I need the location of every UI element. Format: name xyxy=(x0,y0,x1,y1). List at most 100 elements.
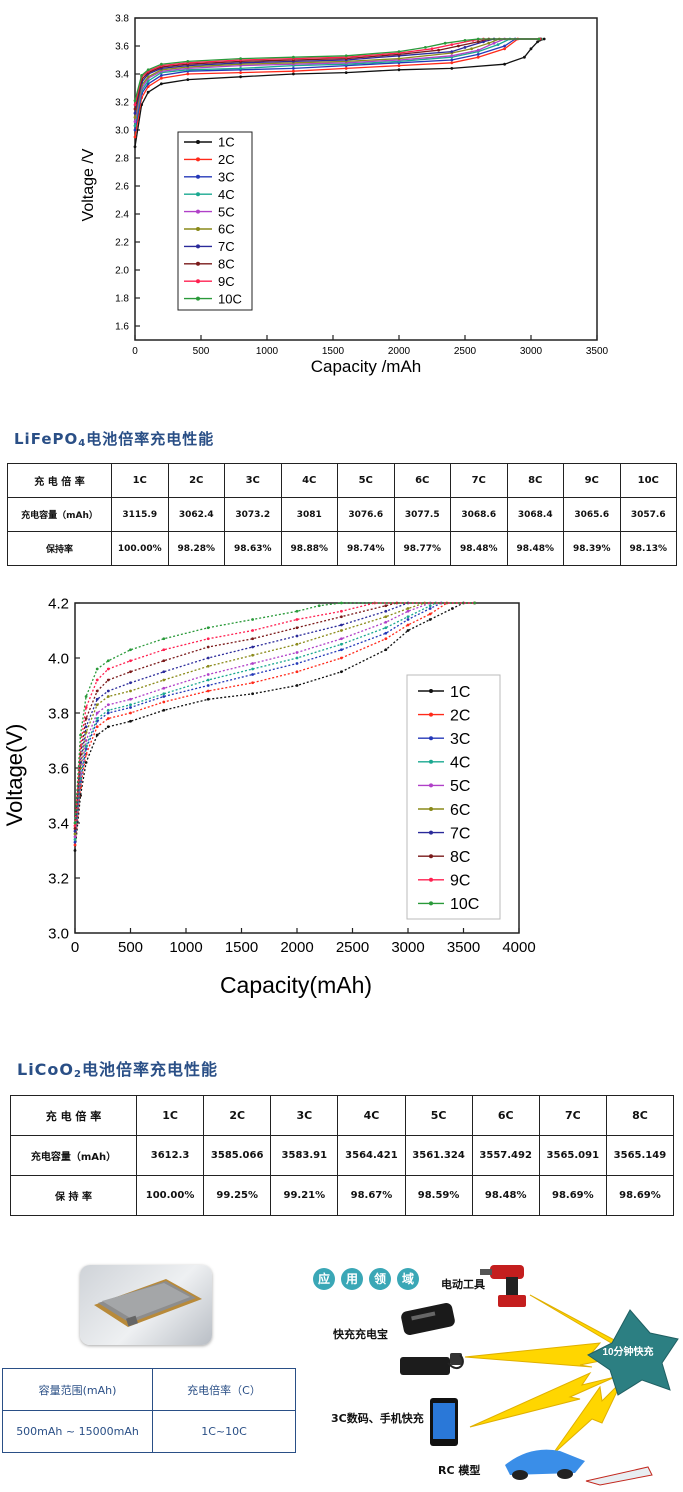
data-point-3C xyxy=(292,67,295,70)
data-point-9C xyxy=(95,678,99,682)
legend-label-4C: 4C xyxy=(218,187,235,202)
legend-marker-3C xyxy=(196,174,200,179)
y-tick-label: 2.2 xyxy=(115,238,129,249)
legend-marker-7C xyxy=(196,244,200,249)
value-cell: 6C xyxy=(471,1095,540,1136)
data-point-10C xyxy=(133,99,137,102)
chart1-plot-frame xyxy=(134,17,598,341)
series-line-8C xyxy=(74,602,475,829)
data-point-6C xyxy=(95,703,99,707)
y-tick-label: 3.0 xyxy=(48,925,69,942)
value-cell: 3612.3 xyxy=(135,1135,205,1176)
data-point-1C xyxy=(406,629,410,632)
value-cell: 3068.4 xyxy=(506,497,564,532)
value-cell: 3565.149 xyxy=(605,1135,675,1176)
power-bank-icon xyxy=(401,1302,455,1336)
x-tick-label: 500 xyxy=(118,939,143,956)
data-point-10C xyxy=(251,618,255,621)
data-point-1C xyxy=(503,62,506,66)
x-tick-label: 0 xyxy=(132,346,138,357)
value-cell: 3077.5 xyxy=(393,497,451,532)
x-tick-label: 3000 xyxy=(520,346,543,357)
licoo2-rate-table: 充 电 倍 率 1C 2C 3C 4C 5C 6C 7C 8C 充电容量（mAh） 3612.3 35… xyxy=(10,1095,675,1216)
value-cell: 8C xyxy=(605,1095,675,1136)
x-tick-label: 500 xyxy=(193,346,210,357)
legend-marker-5C xyxy=(429,783,433,788)
chart2-legend-box xyxy=(406,674,501,920)
value-cell: 3585.066 xyxy=(203,1135,272,1176)
retention-row: 保 持 率 100.00% 99.25% 99.21% 98.67% 98.59% 98.4… xyxy=(10,1175,675,1216)
data-point-6C xyxy=(295,642,299,646)
legend-label-10C: 10C xyxy=(218,291,242,306)
legend-label-7C: 7C xyxy=(218,239,235,254)
data-point-10C xyxy=(239,57,243,60)
legend-marker-9C xyxy=(429,877,433,882)
data-point-7C xyxy=(295,634,299,638)
value-cell: 98.59% xyxy=(404,1175,473,1216)
data-point-4C xyxy=(206,678,210,682)
data-point-4C xyxy=(133,124,137,128)
data-point-10C xyxy=(344,54,348,58)
data-point-5C xyxy=(95,711,99,715)
data-point-6C xyxy=(251,653,255,657)
data-point-8C xyxy=(384,604,388,608)
data-point-10C xyxy=(73,821,77,825)
data-point-1C xyxy=(146,90,150,94)
data-point-4C xyxy=(251,667,255,671)
capacity-row: 充电容量（mAh） 3612.3 3585.066 3583.91 3564.421 35… xyxy=(10,1135,675,1176)
data-point-6C xyxy=(470,47,473,51)
data-point-4C xyxy=(496,43,500,46)
legend-label-10C: 10C xyxy=(450,896,479,913)
value-cell: 5C xyxy=(404,1095,473,1136)
series-line-7C xyxy=(74,602,475,832)
battery-pouch-image xyxy=(94,1279,202,1327)
data-point-7C xyxy=(340,623,343,627)
applications-diagram: 10分钟快充 xyxy=(400,1265,679,1486)
fast-charge-badge xyxy=(587,1309,679,1396)
value-cell: 98.48% xyxy=(471,1175,540,1216)
data-point-4C xyxy=(295,656,299,660)
licoo2-section-title: LiCoO2电池倍率充电性能 xyxy=(17,1060,218,1080)
data-point-5C xyxy=(450,54,454,58)
data-point-2C xyxy=(95,725,99,729)
chart2-x-axis-label: Capacity(mAh) xyxy=(220,972,372,998)
x-tick-label: 3500 xyxy=(586,346,609,357)
data-point-10C xyxy=(443,41,447,45)
value-cell: 1C xyxy=(111,463,169,498)
data-point-5C xyxy=(384,620,388,624)
series-line-7C xyxy=(134,38,541,114)
data-point-3C xyxy=(503,44,506,48)
data-point-10C xyxy=(186,60,190,63)
data-point-3C xyxy=(129,706,132,709)
lifepo4-rate-table: 充 电 倍 率 1C 2C 3C 4C 5C 6C 7C 8C 9C 10C 充电容量（mAh） 311… xyxy=(7,463,677,566)
data-point-10C xyxy=(424,46,427,49)
data-point-10C xyxy=(397,50,401,53)
data-point-9C xyxy=(129,659,132,663)
value-cell: 3564.421 xyxy=(337,1135,406,1176)
series-line-4C xyxy=(134,38,542,126)
series-line-4C xyxy=(74,602,475,840)
data-point-10C xyxy=(463,39,467,42)
data-point-6C xyxy=(106,695,110,698)
data-point-1C xyxy=(292,72,295,76)
data-point-8C xyxy=(206,645,210,649)
data-point-10C xyxy=(146,68,150,72)
y-tick-label: 1.8 xyxy=(115,294,129,305)
value-cell: 98.77% xyxy=(393,531,451,566)
value-cell: 98.63% xyxy=(224,531,282,566)
data-point-1C xyxy=(340,670,343,674)
data-point-4C xyxy=(340,642,343,646)
value-cell: 99.21% xyxy=(270,1175,339,1216)
x-tick-label: 4000 xyxy=(502,939,535,956)
data-point-8C xyxy=(106,678,110,682)
data-point-9C xyxy=(450,43,454,46)
legend-marker-5C xyxy=(196,209,200,214)
data-point-9C xyxy=(251,629,255,632)
value-cell: 3065.6 xyxy=(563,497,621,532)
value-cell: 7C xyxy=(450,463,508,498)
data-point-10C xyxy=(537,37,541,41)
fast-charge-label: 10分钟快充 xyxy=(602,1345,653,1358)
y-tick-label: 3.6 xyxy=(115,42,129,53)
legend-marker-2C xyxy=(196,157,200,162)
data-point-7C xyxy=(133,111,137,115)
